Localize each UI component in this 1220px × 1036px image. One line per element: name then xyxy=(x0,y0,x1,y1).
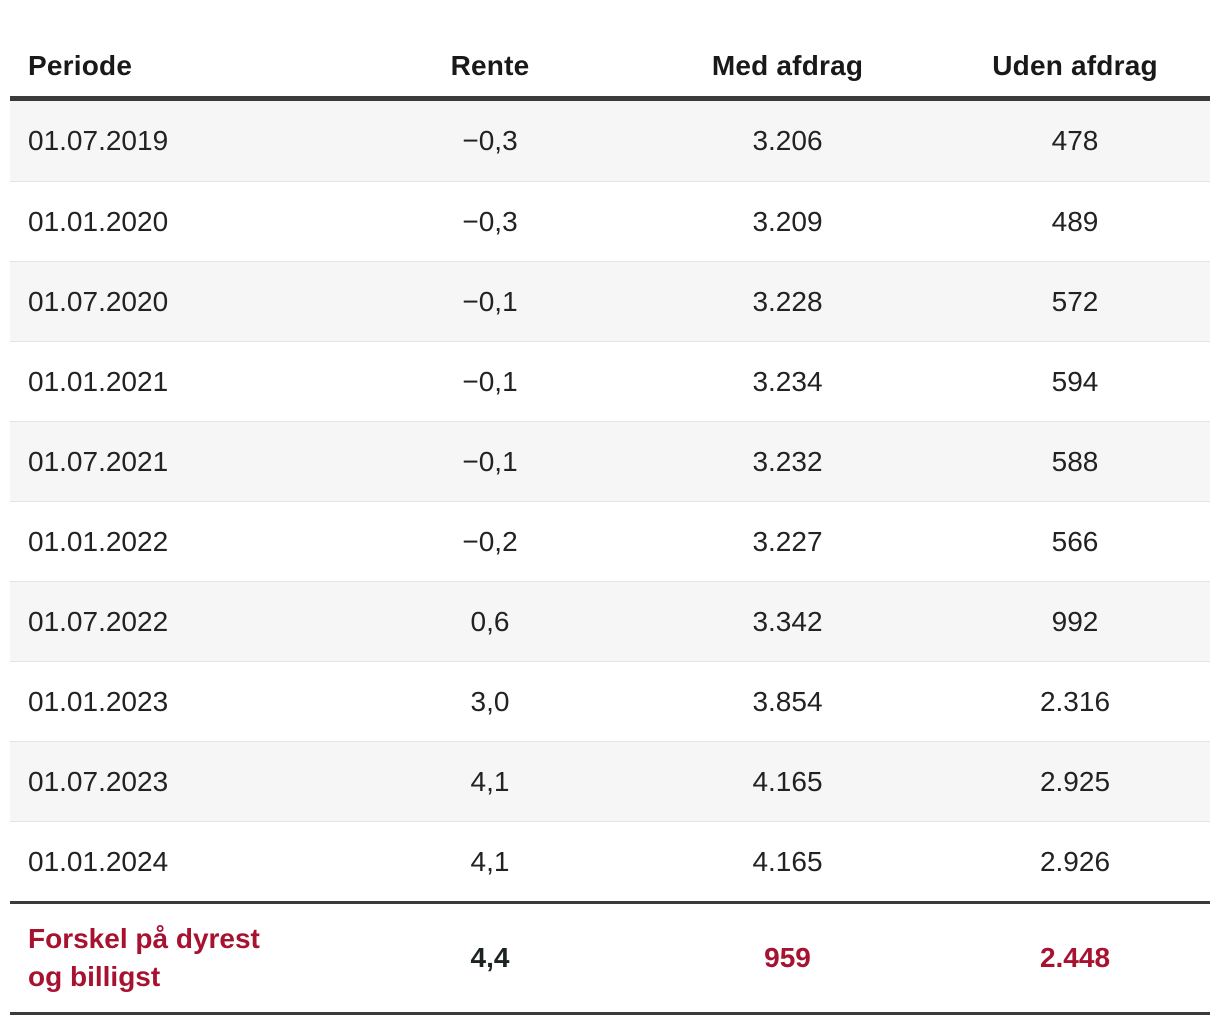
table-row: 01.01.2024 4,1 4.165 2.926 xyxy=(10,821,1210,901)
cell-uden-afdrag: 588 xyxy=(1051,445,1099,477)
cell-med-afdrag: 3.227 xyxy=(752,525,823,557)
cell-uden-afdrag: 489 xyxy=(1051,205,1099,237)
table-row: 01.01.2022 −0,2 3.227 566 xyxy=(10,501,1210,581)
cell-uden-afdrag: 566 xyxy=(1051,525,1099,557)
table-row: 01.01.2020 −0,3 3.209 489 xyxy=(10,181,1210,261)
cell-periode: 01.07.2022 xyxy=(28,605,169,637)
cell-uden-afdrag: 2.926 xyxy=(1039,845,1111,877)
cell-periode: 01.01.2020 xyxy=(28,205,169,237)
table-row: 01.07.2022 0,6 3.342 992 xyxy=(10,581,1210,661)
cell-rente: −0,2 xyxy=(462,525,518,557)
cell-rente: −0,1 xyxy=(462,445,518,477)
summary-row: Forskel på dyrest og billigst 4,4 959 2.… xyxy=(10,901,1210,1015)
table-row: 01.01.2023 3,0 3.854 2.316 xyxy=(10,661,1210,741)
cell-periode: 01.07.2019 xyxy=(28,125,169,156)
cell-med-afdrag: 3.209 xyxy=(752,205,823,237)
column-header-med-afdrag: Med afdrag xyxy=(711,50,864,81)
cell-periode: 01.01.2021 xyxy=(28,365,169,397)
table-header-row: Periode Rente Med afdrag Uden afdrag xyxy=(10,0,1210,101)
summary-label: Forskel på dyrest og billigst xyxy=(10,920,345,996)
cell-med-afdrag: 3.234 xyxy=(752,365,823,397)
cell-periode: 01.07.2023 xyxy=(28,765,169,797)
cell-rente: 4,1 xyxy=(470,845,510,877)
summary-uden-afdrag: 2.448 xyxy=(1039,942,1111,973)
cell-uden-afdrag: 572 xyxy=(1051,285,1099,317)
cell-med-afdrag: 4.165 xyxy=(752,845,823,877)
cell-periode: 01.07.2020 xyxy=(28,285,169,317)
cell-periode: 01.01.2024 xyxy=(28,845,169,877)
cell-rente: −0,1 xyxy=(462,285,518,317)
cell-uden-afdrag: 992 xyxy=(1051,605,1099,637)
cell-uden-afdrag: 2.925 xyxy=(1039,765,1111,797)
cell-periode: 01.07.2021 xyxy=(28,445,169,477)
cell-med-afdrag: 4.165 xyxy=(752,765,823,797)
cell-med-afdrag: 3.854 xyxy=(752,685,823,717)
table-row: 01.01.2021 −0,1 3.234 594 xyxy=(10,341,1210,421)
column-header-uden-afdrag: Uden afdrag xyxy=(992,50,1158,81)
cell-periode: 01.01.2023 xyxy=(28,685,169,717)
cell-rente: −0,3 xyxy=(462,205,518,237)
mortgage-rate-table: Periode Rente Med afdrag Uden afdrag 01.… xyxy=(10,0,1210,1015)
cell-med-afdrag: 3.206 xyxy=(752,125,823,156)
summary-label-text: Forskel på dyrest og billigst xyxy=(28,923,260,992)
cell-uden-afdrag: 2.316 xyxy=(1039,685,1111,717)
cell-med-afdrag: 3.232 xyxy=(752,445,823,477)
table-row: 01.07.2021 −0,1 3.232 588 xyxy=(10,421,1210,501)
cell-uden-afdrag: 478 xyxy=(1051,125,1099,156)
table-row: 01.07.2020 −0,1 3.228 572 xyxy=(10,261,1210,341)
summary-rente: 4,4 xyxy=(470,942,510,973)
table-row: 01.07.2023 4,1 4.165 2.925 xyxy=(10,741,1210,821)
cell-rente: 3,0 xyxy=(470,685,510,717)
cell-periode: 01.01.2022 xyxy=(28,525,169,557)
cell-rente: 0,6 xyxy=(470,605,510,637)
cell-rente: 4,1 xyxy=(470,765,510,797)
cell-rente: −0,1 xyxy=(462,365,518,397)
cell-uden-afdrag: 594 xyxy=(1051,365,1099,397)
column-header-periode: Periode xyxy=(28,50,133,81)
column-header-rente: Rente xyxy=(450,50,530,81)
cell-med-afdrag: 3.228 xyxy=(752,285,823,317)
cell-med-afdrag: 3.342 xyxy=(752,605,823,637)
summary-med-afdrag: 959 xyxy=(764,942,811,973)
table-row: 01.07.2019 −0,3 3.206 478 xyxy=(10,101,1210,181)
cell-rente: −0,3 xyxy=(462,125,518,156)
